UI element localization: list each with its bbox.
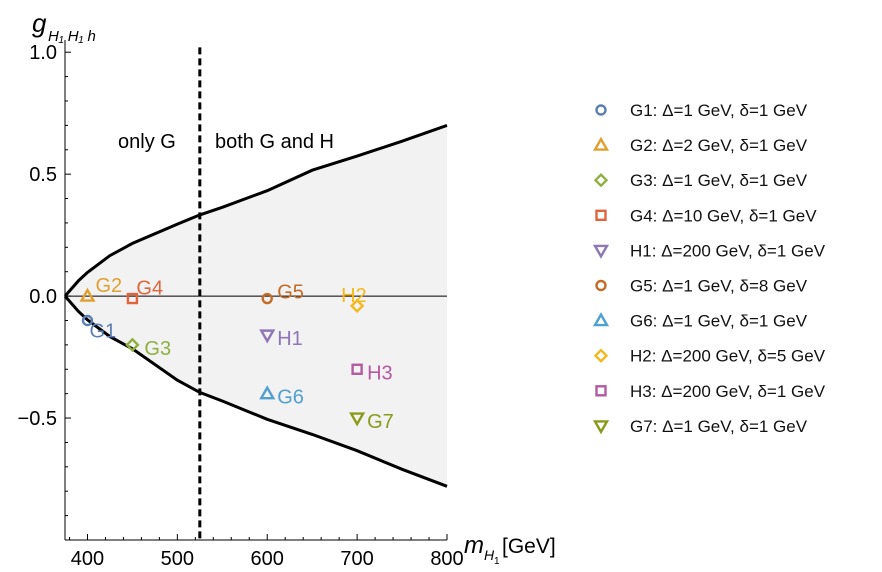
legend-entry-g5: G5: Δ=1 GeV, δ=8 GeV (630, 277, 808, 296)
y-ticks: 1.0 0.5 0.0 −0.5 (18, 42, 71, 430)
point-label-g4: G4 (136, 278, 163, 300)
legend-marker-g2 (592, 136, 610, 151)
y-tick-label: −0.5 (18, 408, 57, 430)
legend-entry-g1: G1: Δ=1 GeV, δ=1 GeV (630, 101, 808, 120)
data-points: G1 G2 G3 G4 H1 G5 G6 H2 H3 G7 (79, 275, 394, 433)
x-tick-label: 700 (340, 548, 373, 570)
x-axis-title-sub: H (484, 547, 495, 563)
legend-marker-g4 (595, 209, 607, 222)
x-tick-label: 400 (71, 548, 104, 570)
point-label-g6: G6 (277, 387, 304, 409)
point-label-h1: H1 (277, 328, 303, 350)
point-label-g7: G7 (367, 411, 394, 433)
point-g4 (126, 292, 139, 305)
legend-marker-g3 (593, 173, 609, 188)
point-label-g3: G3 (144, 338, 171, 360)
point-label-g2: G2 (95, 275, 122, 297)
point-h3 (351, 363, 363, 375)
point-g3 (125, 337, 140, 353)
x-axis-title-main: m (464, 532, 484, 559)
legend-marker-h2 (593, 348, 609, 363)
legend-entry-g4: G4: Δ=10 GeV, δ=1 GeV (630, 206, 817, 225)
x-axis-title-subsub: 1 (494, 556, 500, 567)
legend-entry-g2: G2: Δ=2 GeV, δ=1 GeV (630, 136, 808, 155)
point-h1 (259, 329, 276, 344)
legend: G1: Δ=1 GeV, δ=1 GeV G2: Δ=2 GeV, δ=1 GeV… (592, 101, 826, 436)
x-axis-title-unit: [GeV] (502, 535, 556, 558)
y-axis-title-main: g (32, 8, 47, 38)
point-g7 (349, 412, 366, 427)
region-label-only-g: only G (118, 131, 176, 153)
x-tick-label: 500 (161, 548, 194, 570)
legend-marker-g7 (592, 420, 610, 435)
y-tick-label: 1.0 (29, 42, 57, 64)
y-tick-label: 0.0 (29, 286, 57, 308)
legend-entry-g3: G3: Δ=1 GeV, δ=1 GeV (630, 171, 808, 190)
point-label-g1: G1 (89, 320, 116, 342)
point-g5 (261, 292, 273, 305)
point-g1 (81, 314, 94, 327)
region-label-both: both G and H (215, 131, 334, 153)
point-label-h3: H3 (367, 362, 393, 384)
legend-marker-h1 (592, 244, 610, 259)
point-g6 (259, 385, 276, 400)
x-tick-label: 600 (251, 548, 284, 570)
y-axis-title: g H₁ H₁ h (32, 8, 96, 45)
legend-marker-h3 (595, 385, 607, 397)
legend-entry-h2: H2: Δ=200 GeV, δ=5 GeV (630, 347, 826, 366)
point-h2 (349, 298, 365, 314)
x-tick-label: 800 (430, 548, 463, 570)
legend-marker-g5 (595, 279, 607, 292)
legend-entry-h1: H1: Δ=200 GeV, δ=1 GeV (630, 241, 826, 260)
shaded-region (65, 125, 447, 487)
legend-entry-h3: H3: Δ=200 GeV, δ=1 GeV (630, 382, 826, 401)
legend-entry-g7: G7: Δ=1 GeV, δ=1 GeV (630, 417, 808, 436)
y-axis-title-sub: H₁ H₁ h (48, 28, 96, 45)
point-label-g5: G5 (277, 282, 304, 304)
x-ticks: 400 500 600 700 800 (71, 534, 464, 570)
y-tick-label: 0.5 (29, 164, 57, 186)
point-label-h2: H2 (341, 285, 367, 307)
legend-marker-g6 (592, 312, 610, 327)
legend-marker-g1 (595, 104, 607, 116)
point-g2 (79, 287, 96, 302)
x-axis-title: m H 1 [GeV] (464, 532, 556, 567)
legend-entry-g6: G6: Δ=1 GeV, δ=1 GeV (630, 312, 808, 331)
